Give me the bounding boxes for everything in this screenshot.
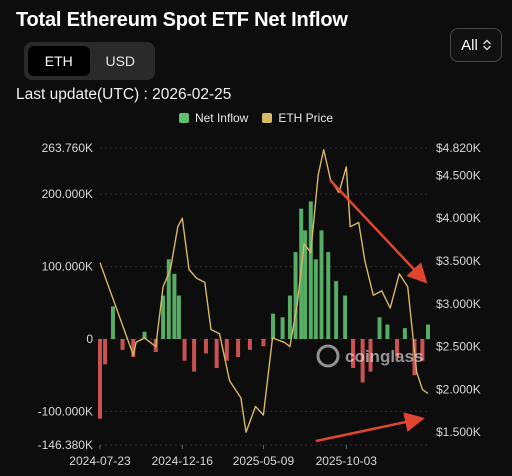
inflow-bar	[368, 338, 373, 372]
coinglass-watermark: coinglass	[316, 344, 423, 368]
y-left-tick-label: 0	[86, 332, 93, 346]
inflow-bar	[326, 252, 331, 339]
inflow-bar	[110, 306, 115, 339]
watermark: coinglass	[316, 344, 423, 368]
inflow-bar	[420, 338, 425, 361]
x-tick-label: 2025-10-03	[316, 454, 378, 468]
inflow-bar	[280, 317, 285, 339]
inflow-bar	[161, 295, 166, 339]
inflow-bar	[236, 338, 241, 358]
inflow-bar	[166, 259, 171, 339]
chart-legend: Net Inflow ETH Price	[0, 111, 512, 125]
inflow-bar	[402, 328, 407, 339]
inflow-bar	[303, 230, 308, 339]
range-select-value: All	[461, 36, 478, 54]
legend-label-eth-price: ETH Price	[278, 111, 334, 125]
watermark-text: coinglass	[345, 347, 423, 366]
y-right-tick-label: $2.500K	[436, 340, 481, 354]
inflow-bar	[120, 338, 125, 350]
legend-item-eth-price[interactable]: ETH Price	[262, 111, 333, 125]
eth-price-line	[99, 148, 429, 433]
coinglass-logo-icon	[316, 344, 340, 368]
x-tick-label: 2025-05-09	[233, 454, 295, 468]
y-right-tick-label: $2.000K	[436, 382, 481, 396]
toggle-usd-button[interactable]: USD	[105, 53, 136, 69]
inflow-bar	[385, 324, 390, 339]
y-left-tick-label: 263.760K	[42, 141, 93, 155]
chart-grid	[100, 147, 428, 446]
inflow-bar	[98, 338, 102, 419]
inflow-bar	[247, 338, 252, 350]
inflow-bar	[313, 259, 318, 339]
inflow-bar	[343, 295, 348, 339]
inflow-bar	[287, 295, 292, 339]
inflow-bar	[293, 252, 298, 339]
inflow-bar	[224, 338, 229, 361]
inflow-bar	[172, 273, 177, 339]
inflow-bar	[308, 201, 313, 339]
inflow-bar	[360, 338, 365, 383]
inflow-bar	[142, 331, 147, 339]
inflow-bar	[182, 338, 187, 361]
y-right-tick-label: $3.000K	[436, 297, 481, 311]
inflow-bar	[214, 338, 219, 368]
range-select[interactable]: All	[450, 28, 502, 62]
legend-label-net-inflow: Net Inflow	[194, 111, 249, 125]
annotation-arrow-down	[329, 179, 428, 284]
annotation-arrows	[315, 179, 428, 443]
x-tick-label: 2024-07-23	[69, 454, 131, 468]
inflow-bar	[176, 295, 181, 339]
last-update-text: Last update(UTC) : 2026-02-25	[16, 86, 232, 103]
y-left-tick-label: -146.380K	[38, 438, 93, 452]
inflow-bar	[351, 338, 356, 368]
inflow-bar	[426, 324, 430, 339]
annotation-arrow-up	[315, 412, 425, 443]
inflow-bar	[377, 317, 382, 339]
inflow-bar	[319, 230, 324, 339]
y-right-tick-label: $3.500K	[436, 254, 481, 268]
legend-item-net-inflow[interactable]: Net Inflow	[178, 111, 249, 125]
legend-swatch-net-inflow	[178, 113, 189, 123]
currency-toggle: ETH USD	[24, 42, 155, 80]
y-right-tick-label: $4.500K	[436, 168, 481, 182]
page-title: Total Ethereum Spot ETF Net Inflow	[16, 9, 348, 31]
toggle-eth-button[interactable]: ETH	[28, 46, 90, 76]
y-left-tick-label: -100.000K	[38, 404, 93, 418]
price-line	[99, 148, 429, 433]
inflow-bar	[203, 338, 208, 354]
y-right-tick-label: $4.000K	[436, 211, 481, 225]
y-right-tick-label: $1.500K	[436, 425, 481, 439]
inflow-bar	[131, 338, 136, 358]
y-right-tick-label: $4.820K	[436, 141, 481, 155]
inflow-bar	[261, 338, 266, 347]
inflow-bar	[334, 281, 339, 339]
legend-swatch-eth-price	[262, 113, 273, 123]
y-left-tick-label: 200.000K	[42, 187, 93, 201]
y-left-tick-label: 100.000K	[42, 260, 93, 274]
chevron-updown-icon	[483, 39, 491, 51]
x-tick-label: 2024-12-16	[152, 454, 214, 468]
inflow-bar	[395, 338, 400, 358]
inflow-bar	[271, 313, 276, 339]
inflow-bar	[192, 338, 197, 372]
chart-axes: 263.760K 200.000K 100.000K 0 -100.000K -146.3…	[38, 141, 481, 468]
inflow-bar	[103, 338, 108, 365]
